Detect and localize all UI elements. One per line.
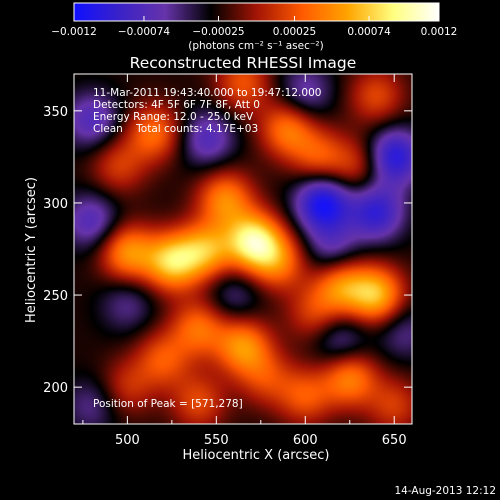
x-tick-label: 600 bbox=[293, 433, 318, 448]
timestamp: 14-Aug-2013 12:12 bbox=[394, 485, 496, 497]
annotation-energy-range: Energy Range: 12.0 - 25.0 keV bbox=[93, 111, 254, 123]
colorbar-tick-label: −0.0012 bbox=[51, 26, 97, 38]
axis-ticks: 500 550 600 650 200 250 300 350 bbox=[43, 74, 412, 448]
colorbar-tick-label: −0.00025 bbox=[192, 26, 244, 38]
heatmap-image bbox=[74, 74, 412, 424]
colorbar-unit: (photons cm⁻² s⁻¹ asec⁻²) bbox=[188, 40, 323, 52]
x-tick-label: 500 bbox=[115, 433, 140, 448]
x-tick-label: 650 bbox=[382, 433, 407, 448]
annotation-detectors: Detectors: 4F 5F 6F 7F 8F, Att 0 bbox=[93, 99, 260, 111]
y-tick-label: 250 bbox=[43, 289, 68, 304]
annotation-block: 11-Mar-2011 19:43:40.000 to 19:47:12.000… bbox=[93, 87, 321, 135]
x-tick-label: 550 bbox=[204, 433, 229, 448]
chart-title: Reconstructed RHESSI Image bbox=[130, 54, 357, 72]
colorbar-tick-label: −0.00074 bbox=[118, 26, 171, 38]
plot-frame bbox=[73, 73, 413, 425]
peak-position-label: Position of Peak = [571,278] bbox=[93, 398, 243, 410]
annotation-clean-counts: Clean Total counts: 4.17E+03 bbox=[93, 123, 258, 135]
colorbar-tick-label: 0.00074 bbox=[347, 26, 391, 38]
annotation-time-range: 11-Mar-2011 19:43:40.000 to 19:47:12.000 bbox=[93, 87, 321, 99]
y-tick-label: 300 bbox=[43, 197, 68, 212]
x-axis-label: Heliocentric X (arcsec) bbox=[183, 448, 330, 463]
y-tick-label: 350 bbox=[43, 105, 68, 120]
colorbar-tick-label: 0.00025 bbox=[273, 26, 316, 38]
colorbar-bar bbox=[73, 2, 440, 22]
plot-area bbox=[74, 74, 412, 424]
colorbar: −0.0012 −0.00074 −0.00025 0.00025 0.00074 0.0… bbox=[51, 2, 457, 52]
colorbar-tick-label: 0.0012 bbox=[421, 26, 458, 38]
colorbar-ticks: −0.0012 −0.00074 −0.00025 0.00025 0.00074 0.0… bbox=[51, 16, 457, 38]
y-axis-label: Heliocentric Y (arcsec) bbox=[24, 177, 39, 323]
y-tick-label: 200 bbox=[43, 381, 68, 396]
